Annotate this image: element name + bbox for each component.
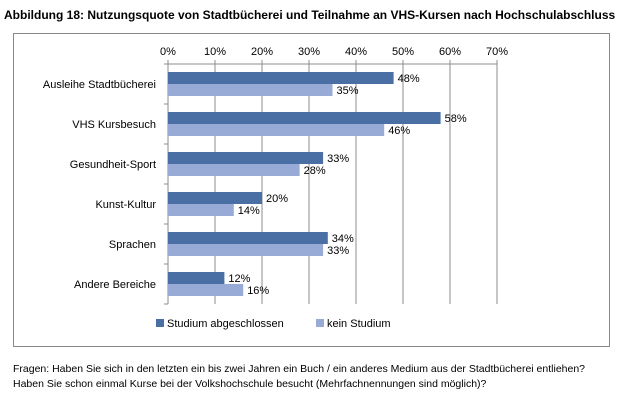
bar-chart: 0% 10% 20% 30% 40% 50% 60% 70% Ausleihe Stadtbüc… <box>43 46 508 330</box>
bar-kein-studium <box>168 164 300 176</box>
data-label: 33% <box>327 153 349 165</box>
category-label: Gesundheit-Sport <box>70 159 156 171</box>
data-label: 33% <box>327 245 349 257</box>
bar-studium-abgeschlossen <box>168 72 394 84</box>
x-tick-label: 60% <box>439 46 461 58</box>
legend-swatch <box>156 319 164 327</box>
data-label: 14% <box>238 205 260 217</box>
data-label: 46% <box>388 125 410 137</box>
category-label: VHS Kursbesuch <box>72 119 156 131</box>
footnote-line-2: Haben Sie schon einmal Kurse bei der Vol… <box>13 378 487 390</box>
data-label: 34% <box>332 233 354 245</box>
data-label: 16% <box>247 285 269 297</box>
data-label: 58% <box>445 113 467 125</box>
data-label: 28% <box>304 165 326 177</box>
chart-title: Abbildung 18: Nutzungsquote von Stadtbüc… <box>4 8 616 22</box>
category-label: Sprachen <box>109 239 156 251</box>
bar-studium-abgeschlossen <box>168 272 225 284</box>
x-tick-label: 40% <box>345 46 367 58</box>
footnote: Fragen: Haben Sie sich in den letzten ei… <box>13 362 585 392</box>
data-label: 35% <box>337 85 359 97</box>
x-tick-label: 20% <box>251 46 273 58</box>
bar-kein-studium <box>168 124 385 136</box>
x-tick-label: 50% <box>392 46 414 58</box>
bar-kein-studium <box>168 244 324 256</box>
footnote-line-1: Fragen: Haben Sie sich in den letzten ei… <box>13 363 586 375</box>
bar-kein-studium <box>168 284 244 296</box>
x-tick-label: 10% <box>204 46 226 58</box>
legend-label: kein Studium <box>327 318 391 330</box>
x-tick-label: 0% <box>160 46 176 58</box>
legend-label: Studium abgeschlossen <box>167 318 284 330</box>
legend-swatch <box>316 319 324 327</box>
bar-studium-abgeschlossen <box>168 192 262 204</box>
bar-studium-abgeschlossen <box>168 232 328 244</box>
category-label: Andere Bereiche <box>74 279 156 291</box>
bar-studium-abgeschlossen <box>168 152 324 164</box>
data-label: 12% <box>228 273 250 285</box>
bar-kein-studium <box>168 204 234 216</box>
category-label: Ausleihe Stadtbücherei <box>43 79 156 91</box>
chart-frame: 0% 10% 20% 30% 40% 50% 60% 70% Ausleihe Stadtbüc… <box>13 33 610 347</box>
category-label: Kunst-Kultur <box>95 199 156 211</box>
data-label: 20% <box>266 193 288 205</box>
bar-studium-abgeschlossen <box>168 112 441 124</box>
data-label: 48% <box>398 73 420 85</box>
x-tick-label: 30% <box>298 46 320 58</box>
bar-kein-studium <box>168 84 333 96</box>
x-tick-label: 70% <box>486 46 508 58</box>
